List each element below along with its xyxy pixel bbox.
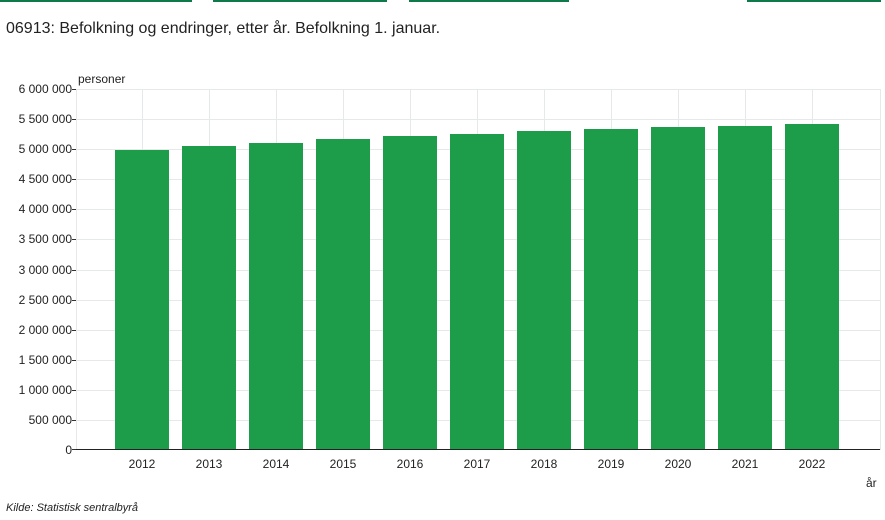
y-tick-label: 0 [65, 443, 72, 457]
top-strip-segment [213, 0, 387, 2]
grid-line-horizontal [76, 119, 880, 120]
y-axis-unit-label: personer [78, 72, 126, 86]
bar-2021[interactable] [718, 125, 772, 450]
y-tick-label: 3 000 000 [18, 263, 72, 277]
x-tick-label: 2020 [664, 457, 692, 471]
y-tick-mark [72, 89, 77, 90]
bar-2015[interactable] [316, 139, 370, 450]
y-tick-mark [72, 149, 77, 150]
grid-line-vertical [76, 89, 77, 450]
y-tick-label: 1 000 000 [18, 383, 72, 397]
y-tick-label: 5 500 000 [18, 112, 72, 126]
x-tick-label: 2017 [463, 457, 491, 471]
y-tick-mark [72, 179, 77, 180]
y-tick-mark [72, 119, 77, 120]
x-tick-label: 2016 [396, 457, 424, 471]
y-tick-mark [72, 300, 77, 301]
y-tick-label: 4 000 000 [18, 202, 72, 216]
x-tick-label: 2019 [597, 457, 625, 471]
y-tick-mark [72, 390, 77, 391]
bar-2018[interactable] [517, 131, 571, 450]
grid-line-horizontal [76, 89, 880, 90]
bar-2020[interactable] [651, 127, 705, 450]
y-tick-label: 2 000 000 [18, 323, 72, 337]
bar-2022[interactable] [785, 123, 839, 450]
y-tick-mark [72, 239, 77, 240]
x-tick-label: 2013 [195, 457, 223, 471]
y-tick-mark [72, 360, 77, 361]
y-tick-mark [72, 330, 77, 331]
y-tick-label: 3 500 000 [18, 232, 72, 246]
grid-line-vertical [880, 89, 881, 450]
top-strip-segment [747, 0, 881, 2]
bar-2014[interactable] [249, 142, 303, 450]
bar-2019[interactable] [584, 129, 638, 450]
x-tick-label: 2018 [530, 457, 558, 471]
x-tick-label: 2022 [798, 457, 826, 471]
y-tick-label: 6 000 000 [18, 82, 72, 96]
bar-2016[interactable] [383, 136, 437, 450]
top-tab-strip [0, 0, 885, 2]
x-axis-line [76, 449, 880, 450]
x-axis-unit-label: år [866, 476, 877, 490]
y-tick-mark [72, 209, 77, 210]
y-tick-label: 500 000 [28, 413, 72, 427]
x-tick-label: 2021 [731, 457, 759, 471]
y-tick-label: 5 000 000 [18, 142, 72, 156]
y-tick-mark [72, 270, 77, 271]
y-tick-label: 2 500 000 [18, 293, 72, 307]
bar-2012[interactable] [115, 150, 169, 450]
bar-2013[interactable] [182, 146, 236, 450]
y-tick-mark [72, 449, 77, 450]
top-strip-segment [0, 0, 192, 2]
bar-2017[interactable] [450, 133, 504, 450]
source-caption: Kilde: Statistisk sentralbyrå [6, 502, 139, 514]
x-tick-label: 2015 [329, 457, 357, 471]
y-tick-label: 1 500 000 [18, 353, 72, 367]
chart-title: 06913: Befolkning og endringer, etter år… [6, 20, 441, 37]
y-tick-mark [72, 420, 77, 421]
x-tick-label: 2012 [128, 457, 156, 471]
y-tick-label: 4 500 000 [18, 172, 72, 186]
top-strip-segment [409, 0, 569, 2]
x-tick-label: 2014 [262, 457, 290, 471]
